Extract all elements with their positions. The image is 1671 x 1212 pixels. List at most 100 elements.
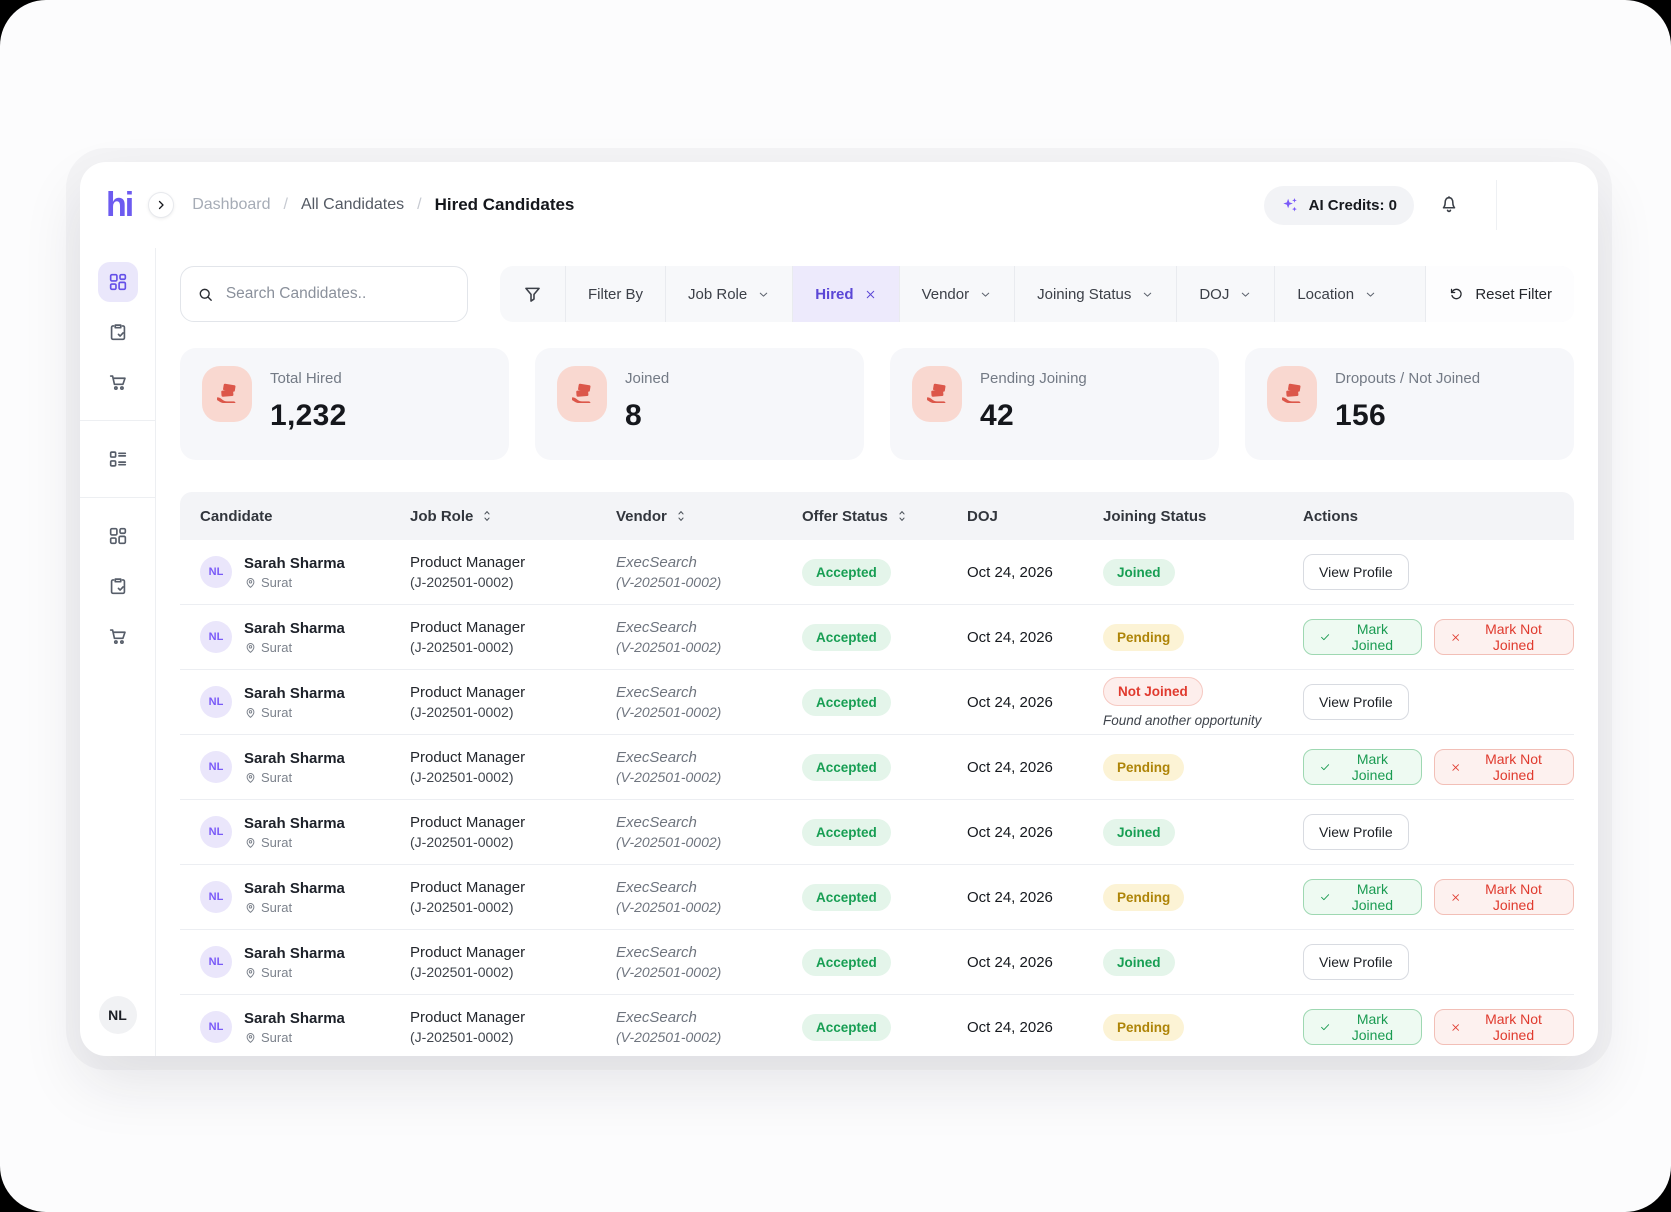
chevron-down-icon	[1242, 292, 1250, 297]
column-header-vendor[interactable]: Vendor	[596, 508, 782, 525]
column-header-doj: DOJ	[947, 508, 1083, 525]
breadcrumb-separator: /	[283, 196, 288, 213]
vendor-code: (V-202501-0002)	[616, 834, 722, 850]
user-avatar[interactable]: NL	[98, 996, 137, 1034]
view-profile-button[interactable]: View Profile	[1303, 554, 1409, 590]
stat-value: 1,232	[270, 399, 347, 432]
job-role: Product Manager	[410, 684, 526, 701]
vendor-name: ExecSearch	[616, 879, 697, 896]
main-content: Filter By Job Role Hired Vendor Joining Stat…	[156, 248, 1598, 1056]
filter-label: Location	[1297, 285, 1355, 303]
job-code: (J-202501-0002)	[410, 899, 514, 915]
money-hand-icon	[572, 383, 591, 403]
filter-label: Job Role	[688, 285, 748, 303]
sidebar: NL	[80, 248, 156, 1056]
breadcrumb-item-dashboard[interactable]: Dashboard	[192, 196, 271, 213]
sidebar-collapse-button[interactable]	[148, 192, 175, 218]
breadcrumb-item-all-candidates[interactable]: All Candidates	[300, 196, 405, 213]
breadcrumb: Dashboard / All Candidates / Hired Candidate…	[192, 195, 574, 215]
filter-dropdown-location[interactable]: Location	[1274, 266, 1399, 322]
doj-value: Oct 24, 2026	[967, 953, 1053, 971]
money-hand-icon	[202, 366, 252, 422]
filter-funnel-button[interactable]	[500, 266, 565, 322]
stat-value: 8	[625, 399, 642, 432]
mark-joined-button[interactable]: Mark Joined	[1303, 749, 1422, 785]
job-code: (J-202501-0002)	[410, 834, 514, 850]
mark-not-joined-button[interactable]: Mark Not Joined	[1433, 749, 1574, 785]
job-code: (J-202501-0002)	[410, 574, 514, 590]
view-profile-button[interactable]: View Profile	[1303, 944, 1409, 980]
table-body: NL Sarah Sharma Surat Product Manager (J-…	[180, 540, 1574, 1056]
cart-icon	[109, 629, 126, 645]
column-header-job-role[interactable]: Job Role	[390, 508, 596, 525]
filter-bar: Filter By Job Role Hired Vendor Joining Stat…	[500, 266, 1574, 322]
job-role: Product Manager	[410, 749, 526, 766]
offer-status-badge: Accepted	[802, 818, 891, 846]
offer-status-badge: Accepted	[802, 1013, 891, 1041]
filter-dropdown-vendor[interactable]: Vendor	[898, 266, 1015, 322]
sidebar-item-list-grid[interactable]	[98, 439, 138, 479]
mark-joined-button[interactable]: Mark Joined	[1303, 879, 1422, 915]
sidebar-item-cart[interactable]	[98, 362, 138, 402]
filter-dropdown-joining-status[interactable]: Joining Status	[1014, 266, 1176, 322]
sidebar-item-grid[interactable]	[98, 516, 138, 556]
breadcrumb-separator: /	[417, 196, 422, 213]
row-actions: Mark Joined Mark Not Joined	[1283, 1009, 1574, 1045]
filter-dropdown-doj[interactable]: DOJ	[1176, 266, 1274, 322]
vendor-name: ExecSearch	[616, 554, 697, 571]
active-filter-chip-hired[interactable]: Hired	[792, 266, 899, 322]
candidate-avatar: NL	[200, 946, 232, 978]
job-role: Product Manager	[410, 619, 526, 636]
vendor-code: (V-202501-0002)	[616, 704, 722, 720]
chip-close-button[interactable]	[864, 288, 877, 301]
column-label: Actions	[1303, 507, 1359, 525]
job-role: Product Manager	[410, 1009, 526, 1026]
view-profile-button[interactable]: View Profile	[1303, 684, 1409, 720]
stat-card-total-hired: Total Hired 1,232	[180, 348, 509, 460]
offer-status-badge: Accepted	[802, 883, 891, 911]
mark-not-joined-button[interactable]: Mark Not Joined	[1433, 879, 1574, 915]
table-row: NL Sarah Sharma Surat Product Manager (J-…	[180, 865, 1574, 930]
filter-dropdown-job-role[interactable]: Job Role	[665, 266, 792, 322]
money-hand-icon	[1282, 383, 1301, 403]
candidate-name: Sarah Sharma	[244, 684, 345, 702]
view-profile-button[interactable]: View Profile	[1303, 814, 1409, 850]
stat-label: Pending Joining	[980, 370, 1087, 387]
sidebar-item-grid[interactable]	[97, 262, 138, 302]
mark-joined-button[interactable]: Mark Joined	[1303, 1009, 1422, 1045]
mark-not-joined-button[interactable]: Mark Not Joined	[1433, 1009, 1574, 1045]
sort-icon	[678, 511, 684, 521]
candidate-name: Sarah Sharma	[244, 619, 345, 637]
doj-value: Oct 24, 2026	[967, 758, 1053, 776]
sidebar-item-clipboard-check[interactable]	[98, 312, 138, 352]
notifications-bell-icon[interactable]	[1438, 194, 1460, 216]
table-row: NL Sarah Sharma Surat Product Manager (J-…	[180, 605, 1574, 670]
joining-status-badge: Joined	[1103, 818, 1175, 846]
vendor-name: ExecSearch	[616, 814, 697, 831]
header-divider	[1496, 180, 1497, 230]
column-header-actions: Actions	[1283, 508, 1574, 525]
vendor-code: (V-202501-0002)	[616, 639, 722, 655]
candidates-table: Candidate Job Role Vendor Offer Status DOJ Jo…	[180, 492, 1574, 1056]
app-window: hi Dashboard / All Candidates / Hired Candid…	[80, 162, 1598, 1056]
money-hand-icon	[912, 366, 962, 422]
toolbar: Filter By Job Role Hired Vendor Joining Stat…	[180, 266, 1574, 322]
sidebar-item-clipboard-check[interactable]	[98, 566, 138, 606]
mark-not-joined-button[interactable]: Mark Not Joined	[1433, 619, 1574, 655]
sidebar-item-cart[interactable]	[98, 616, 138, 656]
list-grid-icon	[109, 451, 126, 467]
grid-icon	[109, 273, 126, 291]
column-header-offer-status[interactable]: Offer Status	[782, 508, 947, 525]
vendor-name: ExecSearch	[616, 684, 697, 701]
ai-credits-button[interactable]: AI Credits: 0	[1263, 185, 1414, 225]
mark-joined-button[interactable]: Mark Joined	[1303, 619, 1422, 655]
check-icon	[1321, 764, 1330, 771]
search-input[interactable]	[225, 285, 451, 303]
offer-status-badge: Accepted	[802, 688, 891, 716]
stat-label: Total Hired	[270, 370, 342, 387]
offer-status-badge: Accepted	[802, 753, 891, 781]
sidebar-divider	[80, 420, 156, 421]
breadcrumb-item-hired-candidates: Hired Candidates	[434, 195, 575, 214]
sort-icon	[484, 511, 490, 521]
reset-filter-button[interactable]: Reset Filter	[1425, 266, 1574, 322]
